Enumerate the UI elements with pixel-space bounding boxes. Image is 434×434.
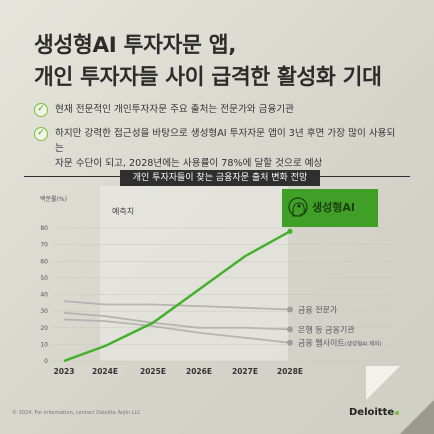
bullet-1: ✓ 현재 전문적인 개인투자자문 주요 출처는 전문가와 금융기관 xyxy=(34,102,404,117)
y-axis-label: 백분률(%) xyxy=(40,195,67,203)
page-curl-fold xyxy=(366,366,400,400)
series-label: 은행 등 금융기관 xyxy=(298,324,355,334)
series-lines xyxy=(63,228,293,363)
series-end-marker xyxy=(287,326,293,333)
y-tick-label: 50 xyxy=(40,275,48,282)
headline: 생성형AI 투자자문 앱, 개인 투자자들 사이 급격한 활성화 기대 xyxy=(34,30,414,94)
y-tick-label: 10 xyxy=(40,341,48,348)
bullet-2-text-line-1: 하지만 강력한 접근성을 바탕으로 생성형AI 투자자문 앱이 3년 후면 가장… xyxy=(55,128,396,154)
series-label-note: (생성형AI 제외) xyxy=(345,340,382,348)
deloitte-logo-text: Deloitte xyxy=(349,407,395,418)
series-label: 금융 웹사이트(생성형AI 제외) xyxy=(298,338,381,348)
page-curl xyxy=(400,400,434,434)
x-tick-label: 2023 xyxy=(54,367,75,376)
y-tick-label: 30 xyxy=(40,308,48,315)
bullet-1-text: 현재 전문적인 개인투자자문 주요 출처는 전문가와 금융기관 xyxy=(55,104,294,115)
forecast-label: 예측치 xyxy=(112,206,134,216)
bullet-2: ✓ 하지만 강력한 접근성을 바탕으로 생성형AI 투자자문 앱이 3년 후면 … xyxy=(34,126,404,171)
headline-line-2: 개인 투자자들 사이 급격한 활성화 기대 xyxy=(34,65,382,90)
logo-dot-icon xyxy=(395,411,400,415)
x-tick-label: 2025E xyxy=(140,367,166,376)
x-tick-label: 2026E xyxy=(186,367,212,376)
copyright: © 2024. For information, contact Deloitt… xyxy=(12,410,141,416)
x-tick-label: 2027E xyxy=(232,367,258,376)
y-tick-label: 20 xyxy=(40,325,48,332)
checkmark-icon: ✓ xyxy=(34,103,48,117)
checkmark-icon: ✓ xyxy=(34,127,48,141)
chart-title: 개인 투자자들이 찾는 금융자문 출처 변화 전망 xyxy=(120,170,320,186)
y-tick-labels: 0 10 20 30 40 50 60 70 80 xyxy=(40,225,48,365)
deloitte-logo: Deloitte xyxy=(349,407,400,418)
x-tick-label: 2028E xyxy=(277,367,303,376)
x-tick-labels: 2023 2024E 2025E 2026E 2027E 2028E xyxy=(54,367,303,376)
y-tick-label: 40 xyxy=(40,292,48,299)
bullet-2-text-line-2: 자문 수단이 되고, 2028년에는 사용률이 78%에 달할 것으로 예상 xyxy=(55,158,323,169)
series-line xyxy=(63,230,291,363)
y-tick-label: 0 xyxy=(44,358,48,365)
series-line xyxy=(63,318,291,344)
y-tick-label: 80 xyxy=(40,225,48,232)
headline-line-1: 생성형AI 투자자문 앱, xyxy=(34,33,237,58)
genai-badge-background xyxy=(282,189,378,227)
x-tick-label: 2024E xyxy=(92,367,118,376)
series-label: 금융 전문가 xyxy=(298,304,338,314)
bullet-2-text: 하지만 강력한 접근성을 바탕으로 생성형AI 투자자문 앱이 3년 후면 가장… xyxy=(55,126,404,171)
genai-label-badge: 생성형AI xyxy=(282,189,378,227)
ai-head-outline-icon xyxy=(292,202,308,217)
series-end-marker xyxy=(287,228,293,234)
y-tick-label: 60 xyxy=(40,258,48,265)
ai-brain-icon xyxy=(297,204,301,208)
series-line xyxy=(63,311,291,331)
series-end-marker xyxy=(287,306,293,313)
series-label: 생성형AI xyxy=(312,200,355,214)
y-tick-label: 70 xyxy=(40,242,48,249)
series-end-marker xyxy=(287,339,293,346)
